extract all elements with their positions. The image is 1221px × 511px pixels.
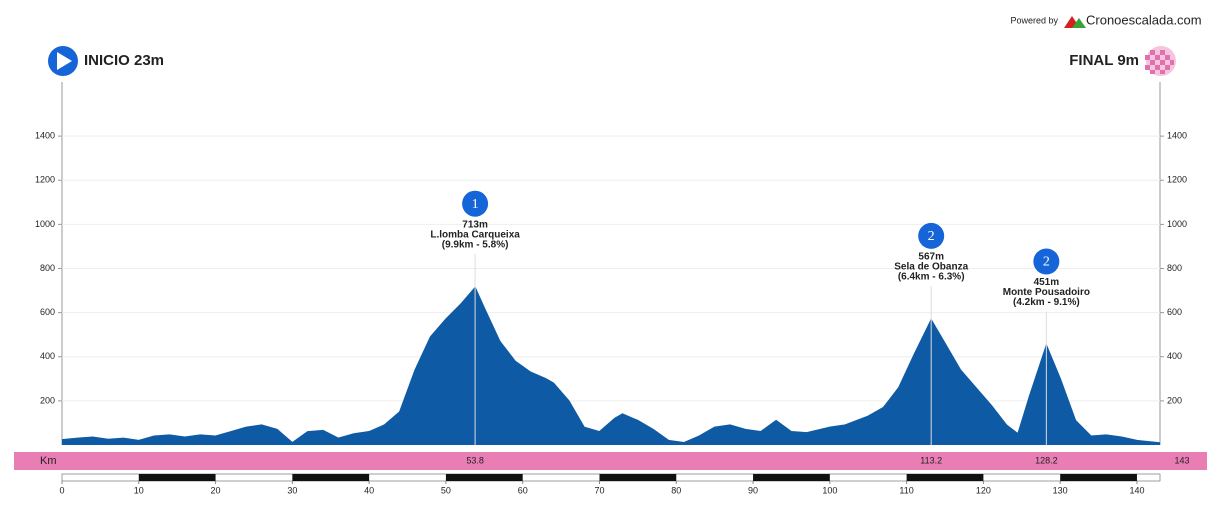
x-tick-label: 40 bbox=[364, 485, 374, 495]
x-tick-label: 120 bbox=[976, 485, 991, 495]
x-tick-label: 0 bbox=[59, 485, 64, 495]
y-tick-label: 1000 bbox=[35, 219, 55, 229]
x-tick-label: 70 bbox=[594, 485, 604, 495]
km-segment bbox=[599, 474, 677, 481]
y-tick-label: 1000 bbox=[1167, 219, 1187, 229]
climb-details: (6.4km - 6.3%) bbox=[898, 272, 965, 283]
y-tick-label: 600 bbox=[1167, 307, 1182, 317]
y-tick-label: 400 bbox=[40, 351, 55, 361]
y-tick-label: 1200 bbox=[1167, 175, 1187, 185]
start-icon bbox=[57, 52, 72, 70]
y-tick-label: 1200 bbox=[35, 175, 55, 185]
x-tick-label: 130 bbox=[1053, 485, 1068, 495]
x-axis-label: Km bbox=[40, 455, 57, 467]
y-tick-label: 200 bbox=[1167, 395, 1182, 405]
x-tick-label: 110 bbox=[899, 485, 913, 495]
climb-category: 1 bbox=[472, 197, 479, 212]
y-tick-label: 200 bbox=[40, 395, 55, 405]
climb-marker bbox=[1033, 248, 1060, 275]
x-tick-label: 50 bbox=[441, 485, 451, 495]
km-segment bbox=[753, 474, 830, 481]
x-tick-label: 20 bbox=[211, 485, 221, 495]
logo bbox=[1072, 18, 1086, 28]
km-bar bbox=[14, 452, 1207, 470]
km-segment bbox=[292, 474, 370, 481]
y-tick-label: 1400 bbox=[35, 131, 55, 141]
finish-label: FINAL 9m bbox=[1069, 52, 1139, 69]
y-tick-label: 800 bbox=[40, 263, 55, 273]
powered-by: Powered by bbox=[1010, 15, 1058, 25]
x-tick-label: 140 bbox=[1129, 485, 1144, 495]
x-tick-label: 100 bbox=[822, 485, 837, 495]
climb-elevation: 713m bbox=[462, 219, 488, 230]
climb-category: 2 bbox=[1043, 255, 1050, 270]
y-tick-label: 400 bbox=[1167, 351, 1182, 361]
climb-name: Sela de Obanza bbox=[894, 262, 968, 273]
km-label: 128.2 bbox=[1035, 455, 1058, 465]
x-tick-label: 10 bbox=[134, 485, 144, 495]
y-tick-label: 1400 bbox=[1167, 131, 1187, 141]
climb-elevation: 567m bbox=[918, 252, 944, 263]
climb-details: (4.2km - 9.1%) bbox=[1013, 297, 1080, 308]
start-label: INICIO 23m bbox=[84, 52, 164, 69]
y-tick-label: 800 bbox=[1167, 263, 1182, 273]
km-label: 113.2 bbox=[920, 455, 942, 465]
km-label: 53.8 bbox=[466, 455, 484, 465]
km-label: 143 bbox=[1174, 455, 1189, 465]
climb-name: L.lomba Carqueixa bbox=[430, 229, 520, 240]
climb-details: (9.9km - 5.8%) bbox=[442, 239, 509, 250]
finish-icon bbox=[1145, 46, 1176, 76]
y-tick-label: 600 bbox=[40, 307, 55, 317]
climb-marker bbox=[918, 222, 945, 249]
profile-line bbox=[61, 286, 1161, 444]
climb-category: 2 bbox=[928, 229, 935, 244]
km-segment bbox=[138, 474, 216, 481]
x-tick-label: 90 bbox=[748, 485, 758, 495]
climb-name: Monte Pousadoiro bbox=[1003, 287, 1090, 298]
x-tick-label: 80 bbox=[671, 485, 681, 495]
x-tick-label: 60 bbox=[518, 485, 528, 495]
km-segment bbox=[445, 474, 523, 481]
climb-marker bbox=[462, 190, 489, 217]
km-segment bbox=[906, 474, 984, 481]
km-segment bbox=[1060, 474, 1137, 481]
brand: Cronoescalada.com bbox=[1086, 12, 1202, 27]
x-tick-label: 30 bbox=[287, 485, 297, 495]
climb-elevation: 451m bbox=[1034, 277, 1060, 288]
